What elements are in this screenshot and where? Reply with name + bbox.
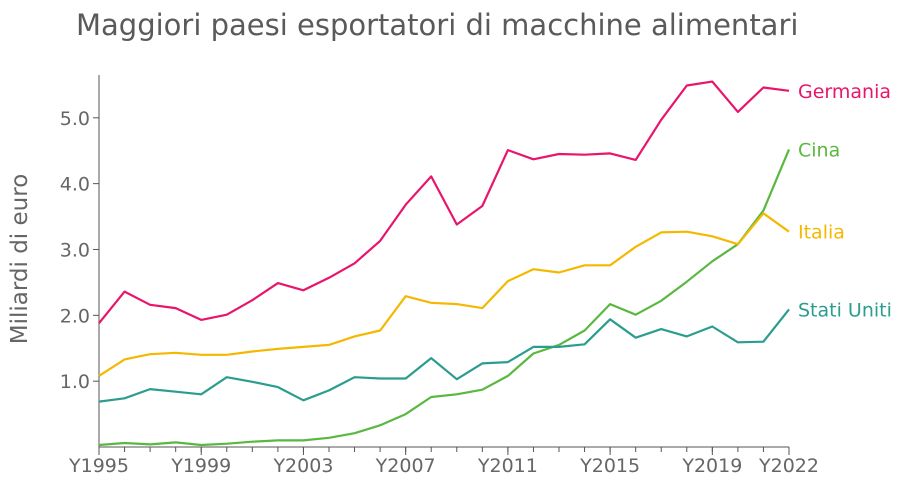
- x-tick-label: Y2022: [758, 455, 819, 477]
- y-tick-label: 1.0: [60, 371, 90, 393]
- y-axis-title: Miliardi di euro: [7, 174, 33, 345]
- x-tick-label: Y1995: [68, 455, 129, 477]
- series-label-0: Germania: [798, 81, 891, 103]
- chart-lines: [98, 80, 791, 447]
- series-labels: Germania Cina Italia Stati Uniti: [798, 81, 892, 322]
- x-tick-label: Y2007: [375, 455, 436, 477]
- series-label-3: Stati Uniti: [798, 299, 892, 321]
- y-tick-label: 4.0: [60, 174, 90, 196]
- series-line-2: [98, 212, 790, 377]
- y-tick-label: 5.0: [60, 108, 90, 130]
- series-label-2: Italia: [798, 222, 845, 244]
- x-tick-label: Y2019: [681, 455, 742, 477]
- chart-title: Maggiori paesi esportatori di macchine a…: [76, 8, 799, 42]
- chart-axes: 1.0 2.0 3.0 4.0 5.0 Y1995 Y1999 Y2003 Y2007 Y2011…: [60, 75, 819, 477]
- series-line-3: [98, 308, 790, 403]
- x-tick-label: Y1999: [170, 455, 231, 477]
- series-label-1: Cina: [798, 139, 840, 161]
- x-tick-label: Y2015: [579, 455, 640, 477]
- x-tick-label: Y2011: [477, 455, 538, 477]
- series-line-1: [98, 148, 791, 447]
- x-tick-label: Y2003: [272, 455, 333, 477]
- y-tick-label: 3.0: [60, 239, 90, 261]
- series-line-0: [98, 80, 790, 324]
- y-tick-label: 2.0: [60, 305, 90, 327]
